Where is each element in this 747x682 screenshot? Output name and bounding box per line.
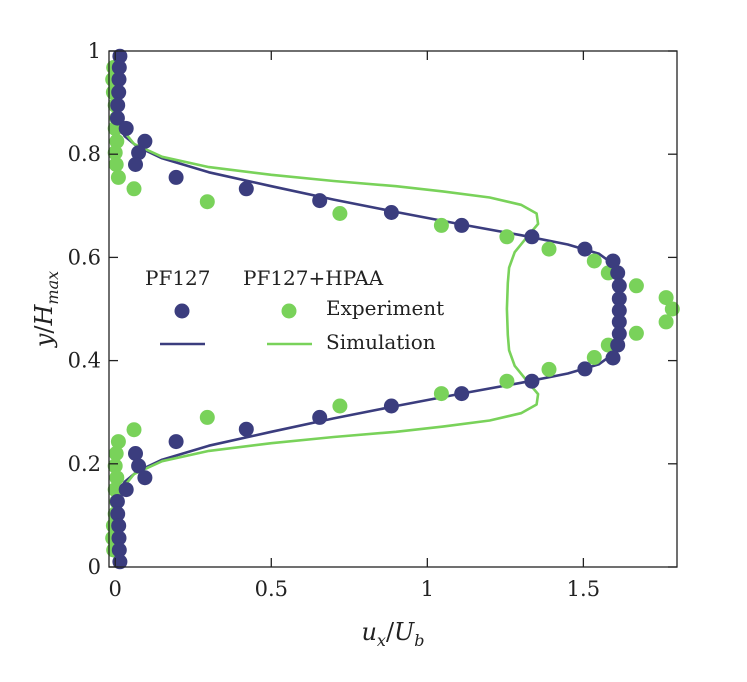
y-tick-label: 0.6 [68, 245, 101, 269]
pf127-hpaa-experiment-point [628, 325, 644, 341]
pf127-experiment-point [610, 337, 626, 353]
legend-marker-pf127 [174, 303, 190, 319]
pf127-hpaa-simulation-line [113, 51, 540, 567]
pf127-hpaa-experiment-point [108, 157, 124, 172]
y-axis-ticks: 0 0.2 0.4 0.6 0.8 1 [68, 39, 677, 579]
pf127-experiment-point [524, 373, 540, 389]
pf127-hpaa-experiment-point [664, 301, 680, 317]
y-axis-label: y/Hmax [30, 271, 62, 348]
pf127-hpaa-experiment-point [110, 169, 126, 185]
pf127-experiment-point [118, 120, 134, 136]
x-axis-label: ux/Ub [361, 618, 424, 650]
pf127-experiment-point [112, 48, 128, 64]
pf127-experiment-point [111, 60, 127, 75]
pf127-experiment-point [109, 110, 125, 126]
pf127-hpaa-experiment-point [628, 278, 644, 294]
pf127-experiment-point [137, 470, 153, 486]
plot-frame [108, 50, 678, 568]
pf127-experiment-point [605, 350, 621, 366]
pf127-hpaa-experiment-point [433, 217, 449, 233]
pf127-experiment-point [611, 303, 627, 318]
x-tick-label: 1.5 [567, 577, 600, 601]
legend-label-simulation: Simulation [326, 330, 436, 354]
y-tick-label: 0 [88, 555, 101, 579]
pf127-hpaa-experiment-point [332, 398, 348, 414]
pf127-hpaa-experiment-point [107, 458, 123, 474]
legend: PF127 PF127+HPAA Experiment Simulation [145, 266, 444, 354]
y-tick-label: 0.8 [68, 142, 101, 166]
pf127-experiment-point [111, 84, 127, 100]
pf127-experiment-point [128, 446, 143, 461]
pf127-hpaa-experiment-point [499, 373, 515, 389]
pf127-experiment-point [383, 205, 399, 220]
pf127-experiment-point [111, 530, 127, 546]
pf127-experiment-point [611, 326, 627, 342]
pf127-experiment-point [238, 181, 254, 197]
pf127-experiment-point [611, 314, 627, 330]
y-tick-label: 1 [88, 39, 101, 63]
pf127-experiment-point [118, 482, 134, 498]
pf127-experiment-point [111, 71, 127, 87]
pf127-hpaa-experiment-point [107, 145, 123, 161]
pf127-experiment-point [611, 278, 627, 294]
pf127-experiment-point [524, 229, 540, 245]
x-tick-label: 0.5 [255, 577, 288, 601]
x-tick-label: 0 [109, 577, 122, 601]
pf127-experiment-point [168, 169, 184, 185]
pf127-hpaa-experiment-point [109, 470, 125, 486]
pf127-hpaa-experiment-point [586, 350, 602, 365]
pf127-experiment-point [137, 133, 153, 149]
pf127-hpaa-experiment-point [586, 253, 602, 269]
pf127-experiment-point [610, 265, 626, 281]
pf127-experiment-point [577, 241, 593, 257]
pf127-hpaa-experiment-point [541, 241, 557, 257]
y-tick-label: 0.2 [68, 452, 101, 476]
pf127-experiment-point [128, 157, 143, 172]
pf127-experiment-point [111, 518, 127, 534]
pf127-experiment-point [131, 145, 147, 161]
pf127-experiment-point [110, 506, 126, 522]
pf127-hpaa-experiment-point [658, 314, 674, 330]
legend-header-pf127-hpaa: PF127+HPAA [243, 266, 384, 290]
pf127-hpaa-experiment-point [658, 290, 674, 306]
x-axis-ticks: 0 0.5 1 1.5 [109, 51, 600, 601]
pf127-experiment-point [605, 253, 621, 269]
x-tick-label: 1 [421, 577, 434, 601]
pf127-hpaa-experiment-point [499, 229, 515, 245]
pf127-hpaa-experiment-point [110, 434, 126, 450]
pf127-hpaa-experiment-point [199, 409, 215, 425]
pf127-experiment-point [454, 217, 470, 233]
legend-header-pf127: PF127 [145, 266, 211, 290]
pf127-hpaa-experiment-point [332, 206, 348, 221]
experiment-markers [105, 48, 680, 570]
pf127-experiment-point [312, 409, 328, 425]
plot-background [109, 51, 677, 567]
pf127-hpaa-experiment-point [199, 194, 215, 210]
pf127-hpaa-experiment-point [541, 361, 557, 377]
pf127-hpaa-experiment-point [126, 181, 142, 197]
pf127-experiment-point [109, 494, 125, 509]
pf127-hpaa-experiment-point [433, 386, 449, 402]
pf127-experiment-point [454, 386, 470, 402]
pf127-experiment-point [111, 542, 127, 558]
pf127-hpaa-experiment-point [107, 482, 123, 498]
pf127-experiment-point [383, 398, 399, 414]
pf127-hpaa-experiment-point [108, 446, 124, 461]
pf127-experiment-point [112, 554, 128, 570]
pf127-experiment-point [312, 193, 328, 209]
y-tick-label: 0.4 [68, 349, 101, 373]
pf127-experiment-point [577, 361, 593, 377]
legend-label-experiment: Experiment [326, 296, 444, 320]
pf127-hpaa-experiment-point [109, 133, 125, 149]
pf127-experiment-point [611, 291, 627, 307]
legend-marker-pf127-hpaa [281, 303, 297, 319]
pf127-experiment-point [110, 97, 126, 113]
pf127-hpaa-experiment-point [126, 422, 142, 438]
pf127-experiment-point [131, 458, 147, 474]
pf127-experiment-point [168, 434, 184, 450]
pf127-experiment-point [238, 421, 254, 437]
